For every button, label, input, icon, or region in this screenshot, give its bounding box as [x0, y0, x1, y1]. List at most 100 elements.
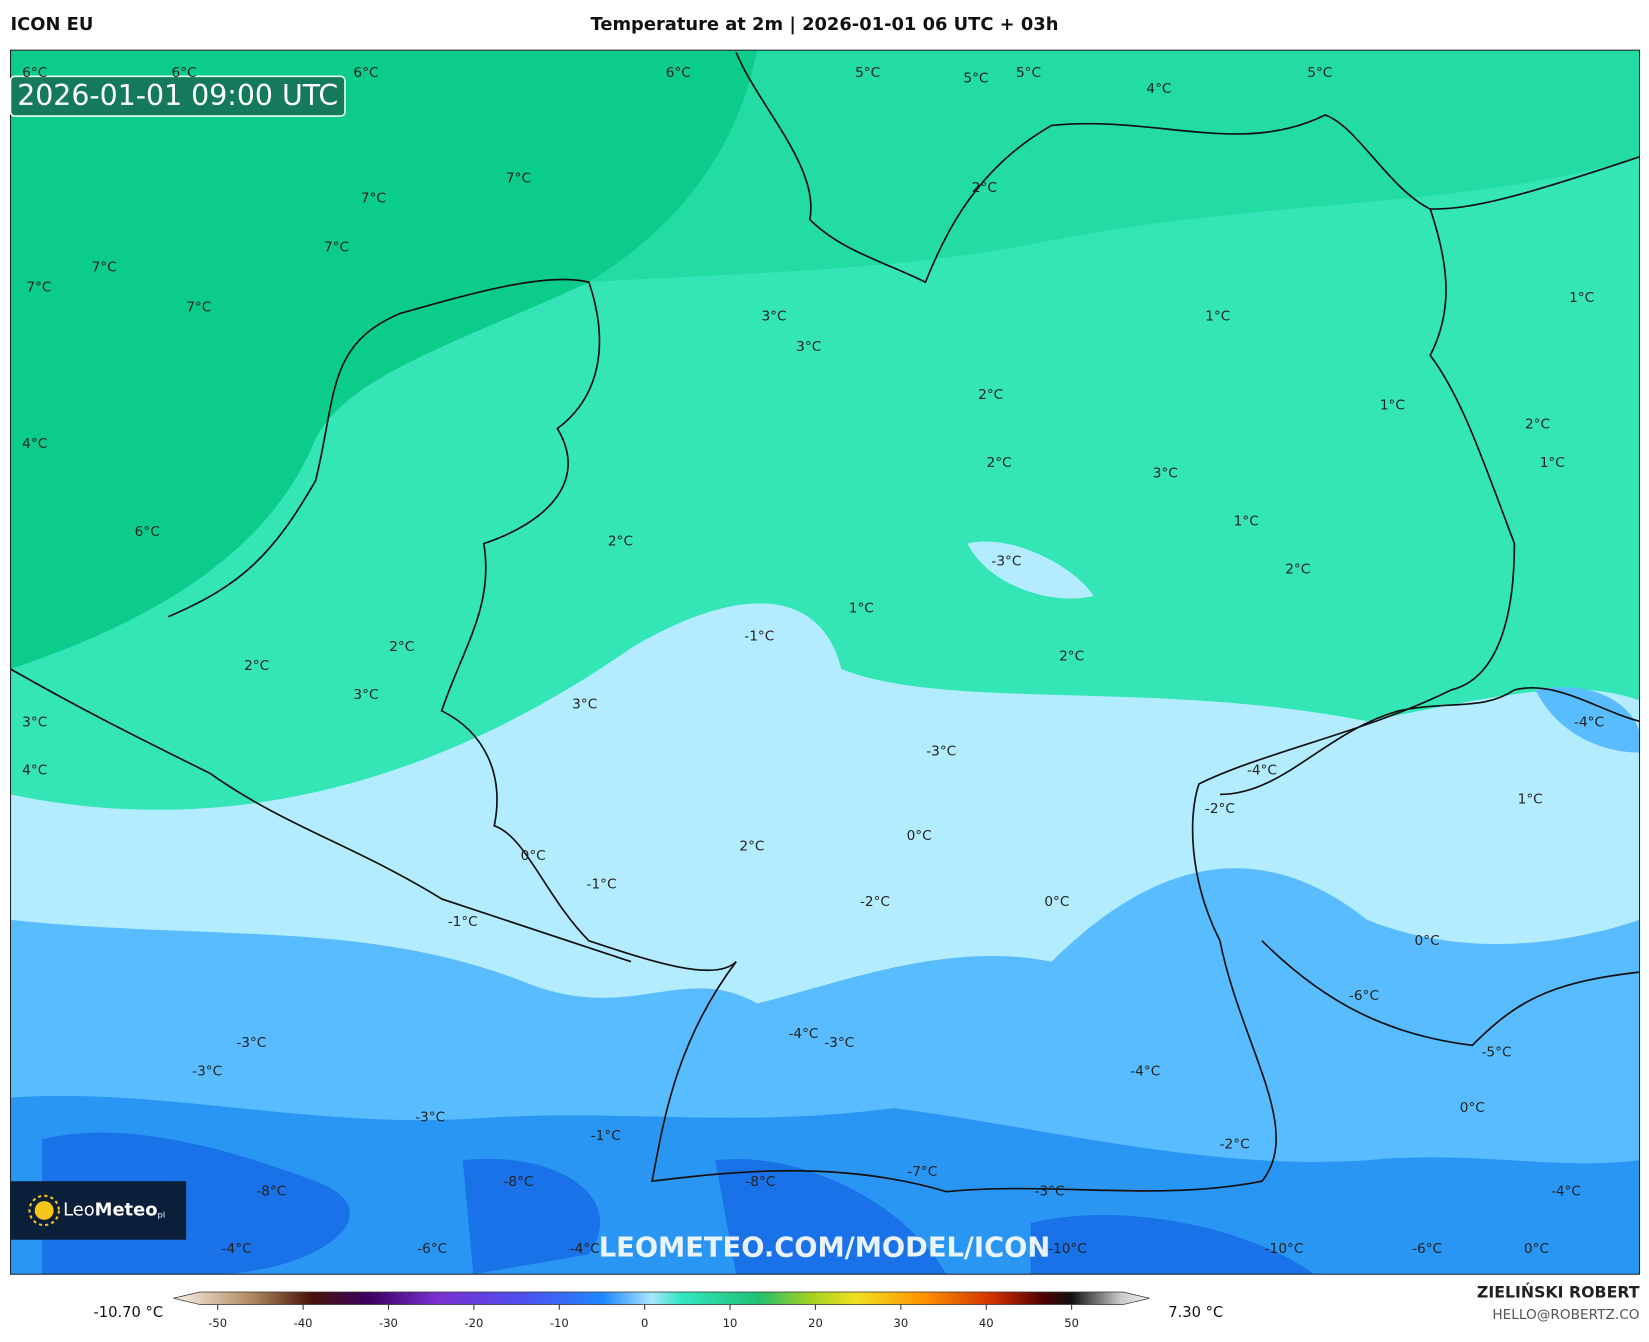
temperature-label: -6°C	[1349, 988, 1379, 1004]
temperature-label: -4°C	[1247, 762, 1277, 778]
colorbar-tick-label: -30	[379, 1316, 398, 1330]
map-title: Temperature at 2m | 2026-01-01 06 UTC + …	[591, 14, 1059, 35]
temperature-label: -8°C	[745, 1174, 775, 1190]
colorbar-tick-label: 50	[1064, 1316, 1079, 1330]
temperature-label: -1°C	[744, 629, 774, 645]
logo-suffix: pl	[157, 1209, 165, 1219]
colorbar-tick-label: 40	[979, 1316, 994, 1330]
watermark: LEOMETEO.COM/MODEL/ICON	[599, 1233, 1051, 1264]
temperature-label: 6°C	[353, 65, 378, 81]
temperature-label: 3°C	[22, 714, 47, 730]
logo-rays	[28, 1194, 60, 1227]
temperature-label: -4°C	[1130, 1063, 1160, 1079]
temperature-label: 1°C	[1569, 290, 1594, 306]
colorbar	[173, 1291, 1150, 1305]
temperature-label: -2°C	[1220, 1137, 1250, 1153]
temperature-label: -4°C	[570, 1241, 600, 1257]
colorbar-tick-label: -50	[208, 1316, 227, 1330]
temperature-label: 1°C	[1380, 398, 1405, 414]
model-name: ICON EU	[11, 14, 94, 35]
colorbar-tick-label: 0	[641, 1316, 648, 1330]
temperature-label: -3°C	[1035, 1184, 1065, 1200]
temperature-label: 5°C	[963, 70, 988, 86]
temperature-label: 0°C	[1524, 1241, 1549, 1257]
temperature-label: -4°C	[1574, 714, 1604, 730]
temperature-label: 7°C	[26, 279, 51, 295]
temperature-label: 3°C	[353, 687, 378, 703]
temperature-label: -8°C	[256, 1184, 286, 1200]
logo-light: Leo	[63, 1200, 95, 1221]
temperature-label: 5°C	[1307, 65, 1332, 81]
temperature-label: -3°C	[824, 1035, 854, 1051]
temperature-label: 3°C	[761, 309, 786, 325]
temperature-label: 1°C	[1518, 792, 1543, 808]
temperature-label: -3°C	[192, 1063, 222, 1079]
temperature-label: -3°C	[415, 1109, 445, 1125]
temperature-label: -1°C	[587, 876, 617, 892]
temperature-label: 6°C	[135, 524, 160, 540]
borders	[10, 51, 1640, 1193]
temperature-label: 0°C	[1044, 894, 1069, 910]
temperature-label: 4°C	[22, 436, 47, 452]
temperature-label: -2°C	[1205, 801, 1235, 817]
temperature-label: 3°C	[572, 697, 597, 713]
colorbar-tick-label: -40	[294, 1316, 313, 1330]
logo-sun	[34, 1201, 54, 1220]
temperature-label: 2°C	[1285, 562, 1310, 578]
temperature-label: 0°C	[521, 848, 546, 864]
author: ZIELIŃSKI ROBERT	[1477, 1283, 1640, 1302]
temperature-label: -4°C	[222, 1241, 252, 1257]
temperature-label: 7°C	[186, 299, 211, 315]
temperature-label: 1°C	[1540, 455, 1565, 471]
temperature-label: 2°C	[244, 658, 269, 674]
temperature-label: 1°C	[849, 600, 874, 616]
coast-zone	[588, 50, 1640, 283]
colorbar-tick-label: -20	[464, 1316, 483, 1330]
temperature-label: -5°C	[1482, 1045, 1512, 1061]
coldest-zone	[42, 1132, 1315, 1275]
temperature-label: 4°C	[22, 762, 47, 778]
timestamp: 2026-01-01 09:00 UTC	[17, 79, 338, 112]
colorbar-tick-label: -10	[550, 1316, 569, 1330]
temperature-label: 6°C	[666, 65, 691, 81]
temperature-label: -2°C	[860, 894, 890, 910]
temperature-label: 6°C	[172, 65, 197, 81]
temperature-label: 3°C	[796, 339, 821, 355]
colorbar-tick-label: 10	[723, 1316, 738, 1330]
temperature-label: 0°C	[1460, 1100, 1485, 1116]
timestamp-box	[9, 75, 346, 117]
logo: LeoMeteopl	[10, 1181, 187, 1240]
temperature-label: 7°C	[324, 240, 349, 256]
temperature-label: 6°C	[22, 65, 47, 81]
temperature-label: 2°C	[608, 533, 633, 549]
temperature-label: -8°C	[503, 1174, 533, 1190]
temperature-label: 2°C	[739, 839, 764, 855]
temperature-label: 1°C	[1234, 514, 1259, 530]
logo-text: LeoMeteopl	[63, 1200, 165, 1221]
temperature-label: -10°C	[1048, 1241, 1087, 1257]
temperature-label: -7°C	[907, 1164, 937, 1180]
colorbar-ticks: -50 -40 -30 -20 -10 0 10 20 30 40 50	[208, 1304, 1079, 1330]
temperature-label: 7°C	[361, 191, 386, 207]
temperature-label: 2°C	[987, 455, 1012, 471]
temperature-label: 0°C	[907, 828, 932, 844]
temperature-label: -3°C	[991, 553, 1021, 569]
map-frame	[9, 49, 1641, 1275]
temperature-label: 1°C	[1205, 309, 1230, 325]
temperature-label: 2°C	[978, 387, 1003, 403]
temperature-label: 2°C	[972, 180, 997, 196]
map	[10, 50, 1640, 1275]
temperature-label: 0°C	[1415, 933, 1440, 949]
temperature-label: 7°C	[92, 260, 117, 276]
temperature-label: 7°C	[506, 171, 531, 187]
colorbar-tick-label: 30	[894, 1316, 909, 1330]
colorbar-tick-label: 20	[808, 1316, 823, 1330]
temperature-label: -10°C	[1265, 1241, 1304, 1257]
temperature-label: 4°C	[1146, 81, 1171, 97]
temperature-label: 2°C	[1525, 416, 1550, 432]
temperature-label: 5°C	[855, 65, 880, 81]
temperature-label: -6°C	[417, 1241, 447, 1257]
logo-bold: Meteo	[95, 1200, 158, 1221]
temperature-label: 2°C	[1059, 648, 1084, 664]
temperature-label: -1°C	[448, 914, 478, 930]
